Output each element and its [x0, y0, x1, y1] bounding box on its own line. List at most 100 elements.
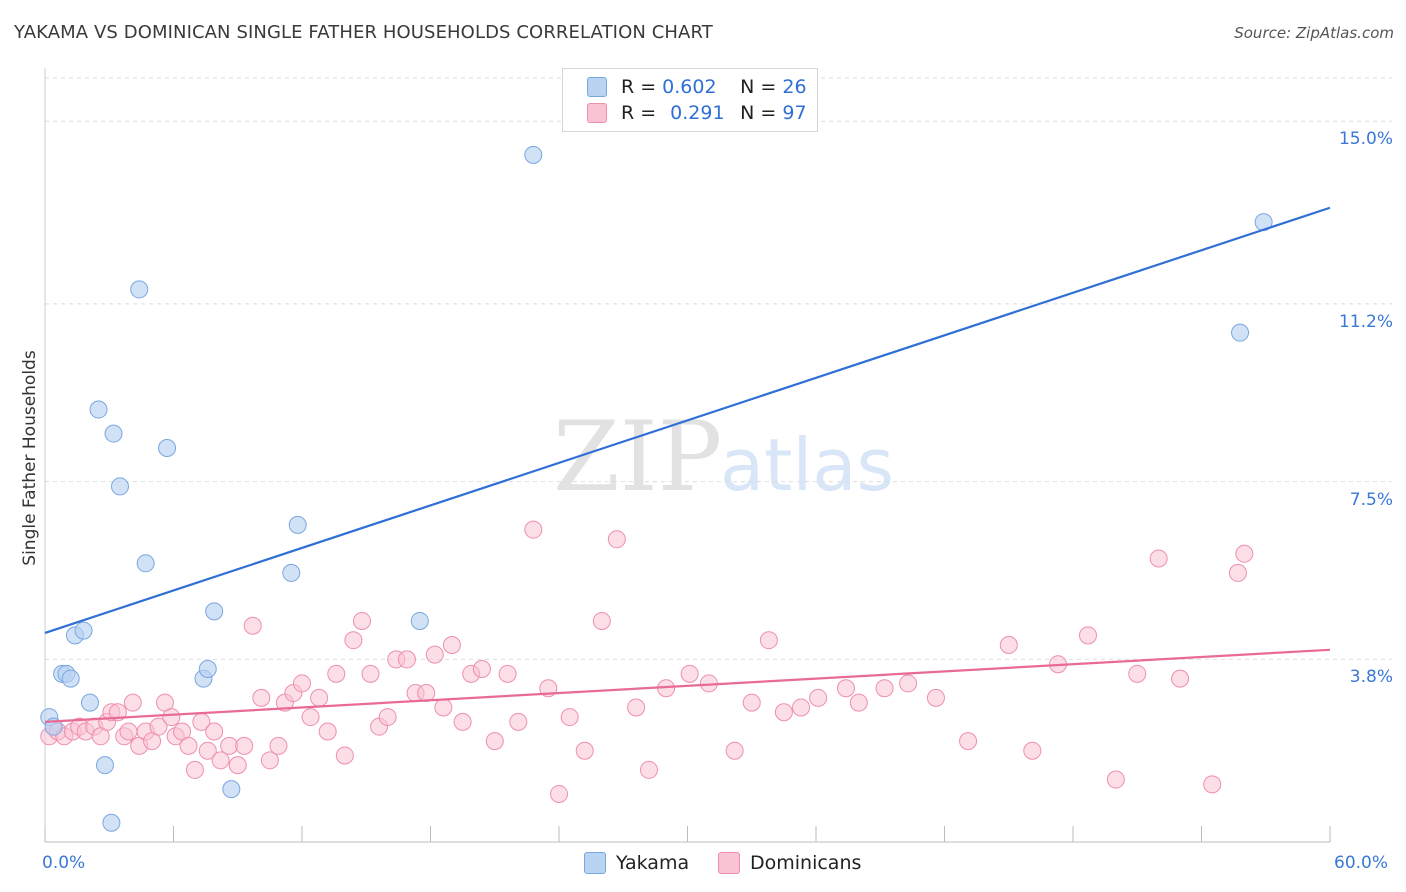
legend-r-label: R = [621, 102, 657, 124]
yakama-points [40, 145, 1273, 832]
dominican-point [1023, 741, 1042, 760]
yakama-swatch [587, 77, 607, 97]
dominican-point [453, 712, 472, 731]
yakama-point [282, 563, 301, 582]
dominican-point [310, 688, 329, 707]
dominican-point [1106, 770, 1125, 789]
dominican-point [836, 679, 855, 698]
yakama-point [288, 515, 307, 534]
dominican-point [509, 712, 528, 731]
dominican-point [592, 611, 611, 630]
legend-r-label: R = [621, 76, 657, 98]
stats-legend: R = 0.602 N = 26 R = 0.291 N = 97 [562, 68, 818, 132]
legend-item-yakama[interactable]: Yakama [584, 852, 689, 874]
legend-r-value: 0.291 [670, 102, 725, 124]
legend-n-label: N = [740, 76, 777, 98]
x-tick-label-min: 0.0% [42, 853, 86, 873]
watermark: ZIP atlas [553, 401, 894, 513]
dominican-point [627, 698, 646, 717]
y-tick-label: 15.0% [1338, 129, 1393, 150]
dominican-point [293, 674, 311, 693]
dominican-point [260, 751, 279, 770]
dominican-point [352, 611, 371, 630]
legend-row-yakama: R = 0.602 N = 26 [587, 74, 807, 100]
dominican-point [185, 760, 204, 779]
dominican-point [425, 645, 444, 664]
dominican-point [243, 616, 262, 635]
dominican-point [269, 736, 288, 755]
dominican-point [759, 631, 778, 650]
dominican-point [472, 660, 491, 679]
legend-r-value: 0.602 [662, 76, 717, 98]
dominican-point [792, 698, 811, 717]
x-tick-label-max: 60.0% [1334, 853, 1389, 873]
yakama-point [95, 756, 114, 775]
dominican-point [849, 693, 868, 712]
legend-row-dominicans: R = 0.291 N = 97 [587, 100, 807, 126]
dominican-trend-line [44, 648, 1331, 723]
yakama-point [130, 280, 149, 299]
dominican-point [149, 717, 168, 736]
dominican-point [179, 736, 198, 755]
yakama-point [1231, 323, 1250, 342]
yakama-point [80, 693, 99, 712]
legend-n-label: N = [740, 102, 777, 124]
dominican-point [899, 674, 918, 693]
dominican-point [211, 751, 230, 770]
y-tick-label: 3.8% [1349, 667, 1393, 688]
dominican-point [228, 756, 247, 775]
yakama-point [102, 813, 121, 832]
dominican-point [575, 741, 594, 760]
dominican-point [252, 688, 271, 707]
dominican-point [361, 664, 380, 683]
yakama-point [104, 424, 123, 443]
dominican-point [959, 732, 978, 751]
dominican-point [335, 746, 354, 765]
yakama-point [61, 669, 80, 688]
dominican-point [162, 708, 181, 727]
dominican-point [524, 520, 543, 539]
dominican-point [220, 736, 239, 755]
yakama-point [74, 621, 93, 640]
dominican-point [205, 722, 224, 741]
dominican-point [774, 703, 793, 722]
dominican-point [550, 784, 568, 803]
dominican-point [235, 736, 254, 755]
dominican-legend-swatch [718, 852, 740, 874]
yakama-point [410, 611, 429, 630]
dominican-point [639, 760, 658, 779]
series-legend: Yakama Dominicans [0, 852, 1406, 876]
yakama-point [222, 780, 241, 799]
dominican-point [1149, 549, 1168, 568]
yakama-point [136, 554, 155, 573]
y-axis-label: Single Father Households [20, 350, 40, 566]
y-tick-label: 7.5% [1349, 489, 1393, 510]
legend-n-value: 26 [782, 76, 807, 98]
watermark-atlas: atlas [720, 423, 894, 507]
grid-lines [45, 77, 1392, 660]
dominican-point [434, 698, 453, 717]
dominican-point [809, 688, 828, 707]
dominican-point [119, 722, 138, 741]
yakama-legend-swatch [584, 852, 606, 874]
dominican-point [327, 664, 346, 683]
chart-title: YAKAMA VS DOMINICAN SINGLE FATHER HOUSEH… [14, 22, 713, 43]
legend-label-dominicans: Dominicans [750, 852, 862, 874]
dominican-points [40, 520, 1254, 803]
dominican-point [1171, 669, 1190, 688]
watermark-zip: ZIP [553, 401, 722, 513]
dominican-point [378, 708, 397, 727]
chart-source: Source: ZipAtlas.com [1234, 24, 1394, 42]
legend-label-yakama: Yakama [616, 852, 690, 874]
yakama-point [89, 400, 108, 419]
yakama-point [205, 602, 224, 621]
dominican-point [498, 664, 517, 683]
dominican-point [198, 741, 217, 760]
dominican-point [301, 708, 320, 727]
dominican-point [1128, 664, 1147, 683]
y-tick-label: 11.2% [1338, 311, 1393, 332]
dominican-point [318, 722, 337, 741]
dominican-point [485, 732, 504, 751]
legend-item-dominicans[interactable]: Dominicans [718, 852, 861, 874]
